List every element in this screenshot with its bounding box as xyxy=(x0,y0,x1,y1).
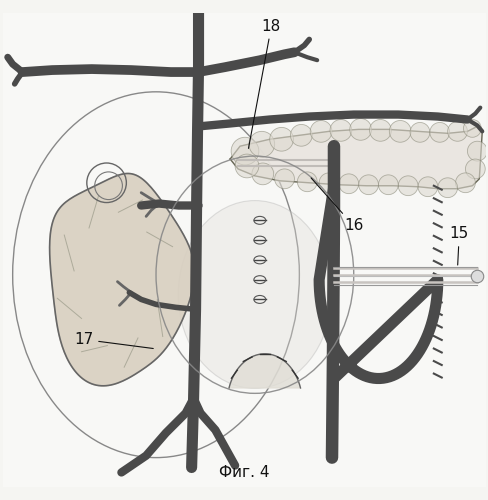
Circle shape xyxy=(455,173,474,193)
Text: 18: 18 xyxy=(248,18,281,148)
Ellipse shape xyxy=(178,200,331,388)
Circle shape xyxy=(388,120,410,142)
Circle shape xyxy=(447,122,467,141)
Circle shape xyxy=(329,120,351,141)
Circle shape xyxy=(397,176,417,196)
Circle shape xyxy=(297,172,317,192)
Circle shape xyxy=(290,124,311,146)
Text: Фиг. 4: Фиг. 4 xyxy=(219,465,269,480)
Circle shape xyxy=(231,138,258,165)
Text: 15: 15 xyxy=(449,226,468,265)
Circle shape xyxy=(463,120,480,138)
Circle shape xyxy=(235,154,258,178)
Circle shape xyxy=(409,122,429,142)
Circle shape xyxy=(358,175,378,195)
Polygon shape xyxy=(230,126,481,188)
Circle shape xyxy=(248,132,274,157)
Circle shape xyxy=(274,169,294,188)
Circle shape xyxy=(467,141,486,161)
Circle shape xyxy=(417,177,437,197)
Circle shape xyxy=(349,118,371,141)
Polygon shape xyxy=(228,354,300,388)
Circle shape xyxy=(378,175,397,195)
Polygon shape xyxy=(49,174,194,386)
Circle shape xyxy=(269,128,293,151)
Circle shape xyxy=(369,120,390,141)
Circle shape xyxy=(338,174,358,194)
Text: 16: 16 xyxy=(310,178,363,233)
Circle shape xyxy=(429,122,449,142)
Circle shape xyxy=(437,178,457,198)
Circle shape xyxy=(251,163,273,184)
Circle shape xyxy=(309,120,331,142)
Circle shape xyxy=(465,159,484,179)
Text: 17: 17 xyxy=(74,332,153,348)
Circle shape xyxy=(319,173,338,193)
